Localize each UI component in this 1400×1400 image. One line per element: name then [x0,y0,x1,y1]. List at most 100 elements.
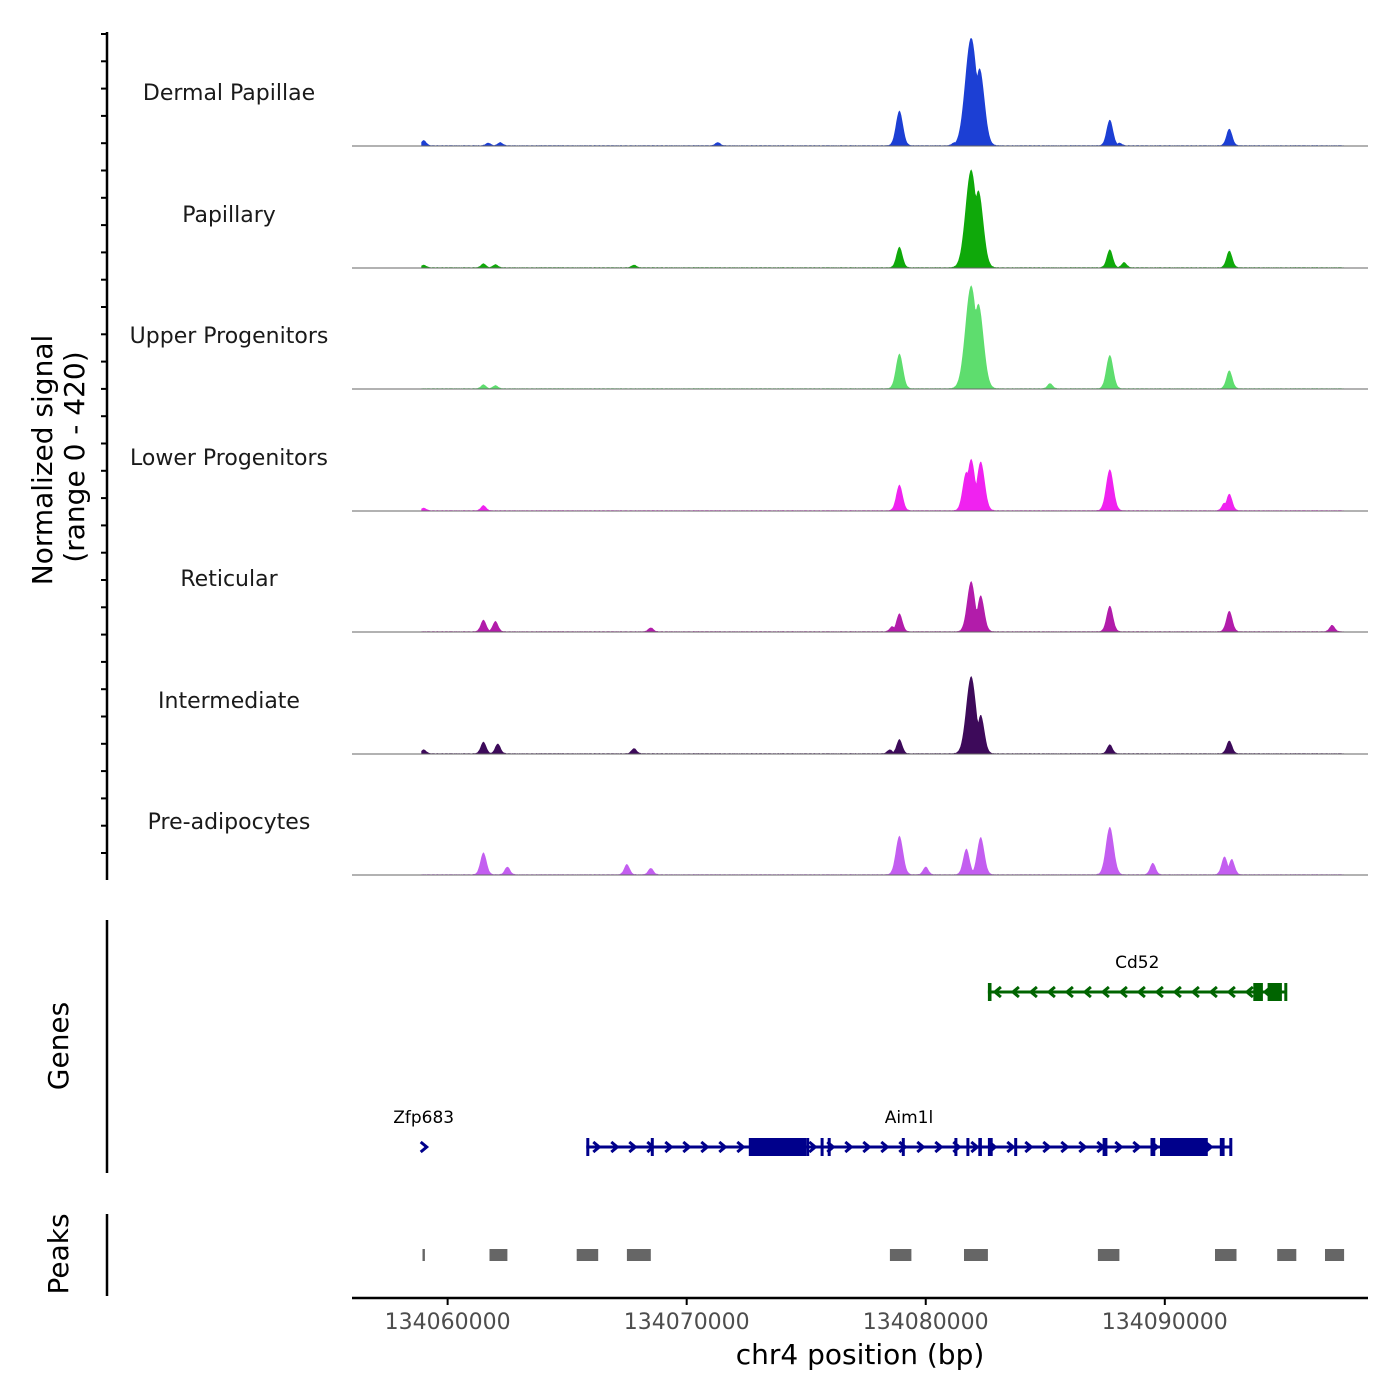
peak-region [1215,1249,1237,1261]
track-dermal-papillae: Dermal Papillae [143,38,1368,147]
track-papillary: Papillary [182,169,1368,269]
strand-chevron [610,1140,620,1154]
strand-chevron [1042,1140,1052,1154]
exon [987,983,992,1001]
track-label: Dermal Papillae [143,81,315,106]
strand-chevron [1100,985,1110,999]
gene-cd52: Cd52 [987,953,1288,1001]
coverage-tracks: Dermal Papillae Papillary Upper Progenitor… [130,38,1368,876]
coverage-y-axis [101,32,109,880]
strand-chevron [808,1140,818,1154]
track-lower-progenitors: Lower Progenitors [130,446,1368,512]
strand-chevron [880,1140,890,1154]
strand-chevron [1154,985,1164,999]
genes-track: Cd52 Zfp683 Aim1l [393,953,1288,1156]
exon [1253,983,1263,1001]
strand-chevron [664,1140,674,1154]
track-label: Pre-adipocytes [148,810,311,835]
exon [987,1138,993,1156]
track-reticular: Reticular [180,567,1368,633]
peak-region [576,1249,599,1261]
track-label: Lower Progenitors [130,446,328,471]
x-tick-label: 134080000 [863,1310,989,1335]
exon [966,1138,970,1156]
exon [1102,1138,1108,1156]
strand-chevron [1010,985,1020,999]
strand-chevron [1132,1140,1142,1154]
exon [827,1138,831,1156]
peaks-track [422,1249,1345,1261]
exon [901,1138,905,1156]
strand-chevron [700,1140,710,1154]
strand-chevron [419,1140,430,1154]
strand-chevron [1064,985,1074,999]
exon [650,1138,654,1156]
strand-chevron [1114,1140,1124,1154]
gene-label: Aim1l [885,1108,933,1128]
exon [1160,1138,1208,1156]
signal-area [421,458,1345,511]
strand-chevron [934,1140,944,1154]
strand-chevron [736,1140,746,1154]
strand-chevron [992,985,1002,999]
exon [1014,1138,1018,1156]
signal-area [421,169,1345,268]
genes-track-title: Genes [42,1002,75,1090]
track-label: Upper Progenitors [130,324,329,349]
gene-label: Zfp683 [393,1108,454,1128]
track-upper-progenitors: Upper Progenitors [130,285,1368,390]
strand-chevron [970,1140,980,1154]
strand-chevron [1208,985,1218,999]
track-label: Papillary [182,203,276,228]
peak-region [1277,1249,1297,1261]
strand-chevron [1190,985,1200,999]
track-label: Reticular [180,567,278,592]
track-intermediate: Intermediate [158,676,1368,755]
strand-chevron [844,1140,854,1154]
strand-chevron [898,1140,908,1154]
strand-chevron [862,1140,872,1154]
x-tick-label: 134060000 [385,1310,511,1335]
strand-chevron [628,1140,638,1154]
exon [978,1138,982,1156]
peak-region [964,1249,988,1261]
peaks-track-title: Peaks [42,1213,75,1294]
strand-chevron [1082,985,1092,999]
x-axis: 134060000 134070000 134080000 134090000 [352,1296,1368,1335]
peak-region [422,1249,425,1261]
exon [586,1138,590,1156]
peak-region [889,1249,912,1261]
strand-chevron [1006,1140,1016,1154]
signal-area [421,827,1345,875]
strand-chevron [1172,985,1182,999]
strand-chevron [1028,985,1038,999]
signal-area [421,285,1345,389]
strand-chevron [682,1140,692,1154]
peak-region [1097,1249,1120,1261]
peak-region [626,1249,651,1261]
gene-zfp683: Zfp683 [393,1108,454,1154]
exon [806,1138,810,1156]
track-pre-adipocytes: Pre-adipocytes [148,810,1368,876]
exon [820,1138,824,1156]
y-axis-range: (range 0 - 420) [58,351,91,562]
y-axis-title: Normalized signal [26,335,59,586]
strand-chevron [916,1140,926,1154]
exon [954,1138,958,1156]
exon [1267,983,1282,1001]
exon [1150,1138,1156,1156]
strand-chevron [592,1140,602,1154]
exon [1284,983,1288,1001]
exon [1229,1138,1233,1156]
peak-region [1325,1249,1345,1261]
strand-chevron [1244,985,1254,999]
x-tick-label: 134090000 [1102,1310,1228,1335]
x-axis-title: chr4 position (bp) [736,1338,985,1371]
strand-chevron [1024,1140,1034,1154]
x-tick-label: 134070000 [624,1310,750,1335]
strand-chevron [718,1140,728,1154]
peak-region [489,1249,508,1261]
strand-chevron [1118,985,1128,999]
strand-chevron [1136,985,1146,999]
